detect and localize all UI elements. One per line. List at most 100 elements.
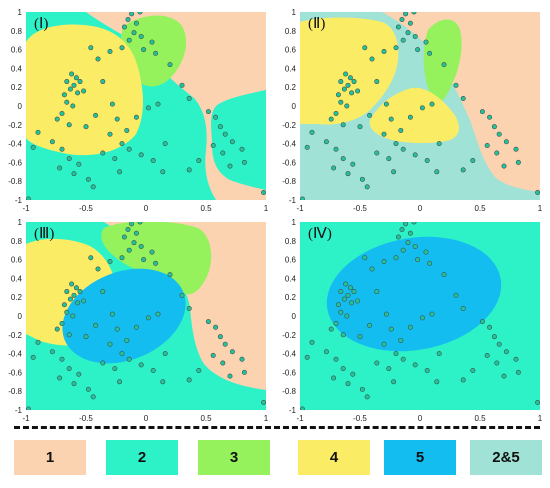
data-point	[186, 305, 192, 311]
data-point	[186, 95, 192, 101]
data-point	[138, 152, 144, 158]
data-point	[160, 379, 166, 385]
data-point	[331, 375, 337, 381]
data-point	[71, 82, 77, 88]
y-tick-label: 0	[18, 312, 23, 321]
y-tick-label: -0.2	[282, 121, 296, 130]
data-point	[429, 311, 435, 317]
data-point	[411, 222, 417, 225]
y-tick-label: -0.2	[8, 331, 22, 340]
data-point	[153, 50, 159, 56]
x-tick-label: -0.5	[353, 414, 367, 423]
y-tick-label: 0	[18, 102, 23, 111]
x-tick-label: -1	[22, 414, 30, 423]
data-point	[88, 45, 94, 51]
data-point	[434, 379, 440, 385]
data-point	[407, 20, 413, 26]
data-point	[119, 45, 125, 51]
data-point	[347, 75, 353, 81]
data-point	[323, 349, 329, 355]
data-point	[167, 62, 173, 68]
data-point	[367, 112, 373, 118]
data-point	[349, 90, 355, 96]
y-tick-label: -0.8	[8, 177, 22, 186]
data-point	[160, 169, 166, 175]
data-point	[179, 82, 185, 88]
plot-area-4	[300, 222, 540, 410]
data-point	[383, 101, 389, 107]
data-point	[100, 79, 106, 85]
data-point	[367, 322, 373, 328]
data-point	[424, 158, 430, 164]
data-point	[429, 101, 435, 107]
legend-label-5: 5	[415, 449, 425, 466]
data-point	[125, 17, 131, 23]
data-point	[150, 368, 156, 374]
data-point	[85, 176, 91, 182]
y-tick-label: 1	[292, 8, 297, 17]
data-point	[76, 371, 82, 377]
data-point	[374, 289, 380, 295]
x-tick-label: 1	[264, 414, 269, 423]
data-point	[381, 341, 387, 347]
data-point	[503, 349, 509, 355]
data-point	[359, 176, 365, 182]
data-point	[374, 79, 380, 85]
y-tick-label: 0.4	[11, 274, 23, 283]
data-point	[407, 324, 413, 330]
data-point	[300, 406, 305, 410]
data-point	[137, 12, 143, 15]
y-tick-label: 0.2	[285, 293, 297, 302]
y-tick-label: 0.2	[11, 83, 23, 92]
data-point	[328, 116, 334, 122]
legend-label-2: 2	[137, 449, 147, 466]
data-point	[241, 369, 247, 375]
data-point	[109, 311, 115, 317]
region-3	[101, 222, 212, 295]
y-tick-label: 0.8	[285, 27, 297, 36]
data-point	[81, 298, 87, 304]
data-point	[83, 124, 89, 130]
panel-label: (Ⅳ)	[308, 226, 332, 242]
data-point	[49, 349, 55, 355]
data-point	[85, 386, 91, 392]
data-point	[121, 234, 127, 240]
data-point	[75, 300, 81, 306]
data-point	[513, 356, 519, 362]
y-tick-label: -1	[15, 196, 23, 205]
y-tick-label: 0.4	[285, 64, 297, 73]
dashed-divider	[14, 426, 540, 429]
data-point	[220, 150, 226, 156]
data-point	[138, 243, 144, 249]
data-point	[515, 369, 521, 375]
data-point	[441, 272, 447, 278]
data-point	[393, 141, 399, 147]
data-point	[59, 111, 65, 117]
data-point	[341, 296, 347, 302]
data-point	[362, 255, 368, 261]
x-tick-label: 0	[418, 204, 423, 213]
data-point	[239, 356, 245, 362]
legend-label-2-and-5: 2&5	[492, 449, 520, 466]
data-point	[126, 37, 132, 43]
data-point	[388, 326, 394, 332]
data-point	[131, 240, 137, 246]
data-point	[66, 156, 72, 162]
y-tick-label: -0.4	[8, 140, 22, 149]
data-point	[374, 150, 380, 156]
data-point	[484, 352, 490, 358]
data-point	[155, 101, 161, 107]
data-point	[341, 86, 347, 92]
data-point	[351, 289, 357, 295]
data-point	[491, 334, 497, 340]
data-point	[64, 289, 70, 295]
data-point	[137, 222, 143, 225]
data-point	[213, 324, 219, 330]
y-tick-label: 0	[292, 102, 297, 111]
data-point	[205, 109, 211, 115]
legend-swatch-5: 5	[384, 440, 456, 475]
data-point	[487, 324, 493, 330]
data-point	[357, 124, 363, 130]
data-point	[117, 379, 123, 385]
legend-swatch-1: 1	[14, 440, 86, 475]
